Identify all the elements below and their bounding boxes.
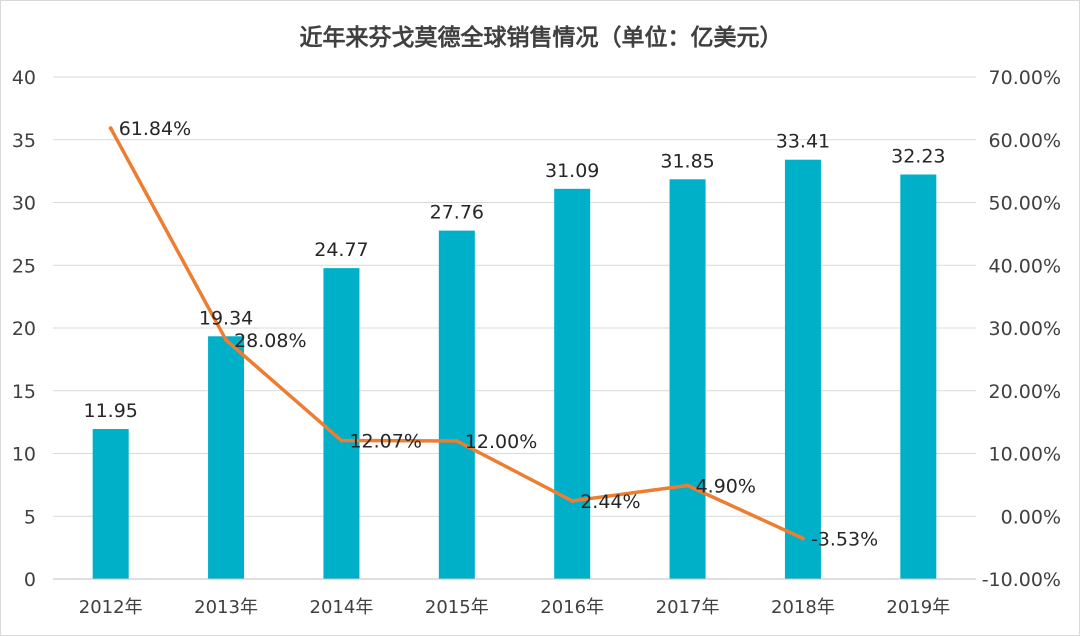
line-point [800,536,805,541]
right-tick-label: 40.00% [989,255,1061,277]
growth-line-series [108,126,805,541]
bar-data-label: 11.95 [83,400,137,422]
bar [669,179,706,579]
line-point [108,126,113,131]
line-data-label: 2.44% [580,491,640,513]
line-point [454,438,459,443]
bar-data-label: 19.34 [199,307,253,329]
data-labels: 11.95 19.34 24.77 27.76 31.09 31.85 33.41 32.23… [83,118,945,550]
left-tick-label: 20 [12,318,36,340]
x-tick-label: 2015年 [425,597,489,618]
line-data-label: 28.08% [234,330,306,352]
right-tick-label: 50.00% [989,193,1061,215]
line-data-label: 61.84% [119,118,191,140]
left-tick-label: 30 [12,193,36,215]
line-point [339,438,344,443]
bar [208,336,245,579]
right-tick-label: 30.00% [989,318,1061,340]
x-tick-label: 2018年 [771,597,835,618]
left-tick-label: 5 [24,506,36,528]
right-tick-label: 20.00% [989,381,1061,403]
x-tick-label: 2014年 [310,597,374,618]
line-point [570,498,575,503]
x-tick-label: 2017年 [656,597,720,618]
line-data-label: 12.00% [465,431,537,453]
x-axis: 2012年 2013年 2014年 2015年 2016年 2017年 2018年 2019年 [53,578,976,618]
bar-series [92,159,937,580]
left-tick-label: 35 [12,130,36,152]
bar-data-label: 27.76 [430,202,484,224]
gridlines [53,76,976,517]
x-tick-label: 2019年 [886,597,950,618]
left-tick-label: 15 [12,381,36,403]
bar [438,230,475,579]
bar-data-label: 32.23 [891,146,945,168]
chart-title: 近年来芬戈莫德全球销售情况（单位：亿美元） [300,24,783,51]
x-tick-label: 2012年 [79,597,143,618]
line-data-label: 4.90% [696,476,756,498]
bar [900,174,937,580]
right-tick-label: 10.00% [989,444,1061,466]
line-point [685,483,690,488]
right-tick-label: 70.00% [989,67,1061,89]
bar [784,159,821,579]
line-point [224,338,229,343]
line-data-label: 12.07% [349,431,421,453]
left-tick-label: 10 [12,444,36,466]
right-tick-label: 60.00% [989,130,1061,152]
bar-data-label: 24.77 [314,239,368,261]
right-tick-label: 0.00% [1001,506,1061,528]
bar [92,429,129,579]
bar-data-label: 31.09 [545,160,599,182]
right-y-axis: -10.00% 0.00% 10.00% 20.00% 30.00% 40.00% 50.0… [982,67,1061,591]
right-tick-label: -10.00% [982,569,1061,591]
x-tick-label: 2013年 [194,597,258,618]
left-y-axis: 0 5 10 15 20 25 30 35 40 [12,67,36,591]
bar-data-label: 33.41 [776,131,830,153]
x-tick-label: 2016年 [540,597,604,618]
bar [323,268,360,579]
bar-data-label: 31.85 [660,150,714,172]
left-tick-label: 25 [12,255,36,277]
left-tick-label: 0 [24,569,36,591]
line-data-label: -3.53% [811,528,878,550]
bar [554,188,591,579]
left-tick-label: 40 [12,67,36,89]
